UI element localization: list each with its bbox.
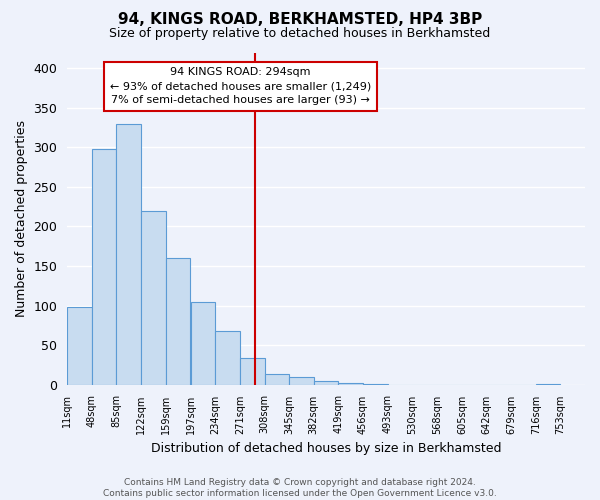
Text: 94 KINGS ROAD: 294sqm
← 93% of detached houses are smaller (1,249)
7% of semi-de: 94 KINGS ROAD: 294sqm ← 93% of detached …: [110, 68, 371, 106]
Bar: [116, 124, 141, 384]
Bar: [166, 258, 190, 384]
Text: 94, KINGS ROAD, BERKHAMSTED, HP4 3BP: 94, KINGS ROAD, BERKHAMSTED, HP4 3BP: [118, 12, 482, 28]
Bar: [338, 383, 363, 384]
Bar: [289, 376, 314, 384]
Bar: [141, 210, 166, 384]
Text: Contains HM Land Registry data © Crown copyright and database right 2024.
Contai: Contains HM Land Registry data © Crown c…: [103, 478, 497, 498]
Bar: [240, 358, 265, 384]
Bar: [215, 331, 240, 384]
Bar: [191, 302, 215, 384]
Y-axis label: Number of detached properties: Number of detached properties: [15, 120, 28, 317]
Bar: [92, 149, 116, 384]
Bar: [67, 307, 92, 384]
Bar: [314, 380, 338, 384]
X-axis label: Distribution of detached houses by size in Berkhamsted: Distribution of detached houses by size …: [151, 442, 502, 455]
Text: Size of property relative to detached houses in Berkhamsted: Size of property relative to detached ho…: [109, 28, 491, 40]
Bar: [265, 374, 289, 384]
